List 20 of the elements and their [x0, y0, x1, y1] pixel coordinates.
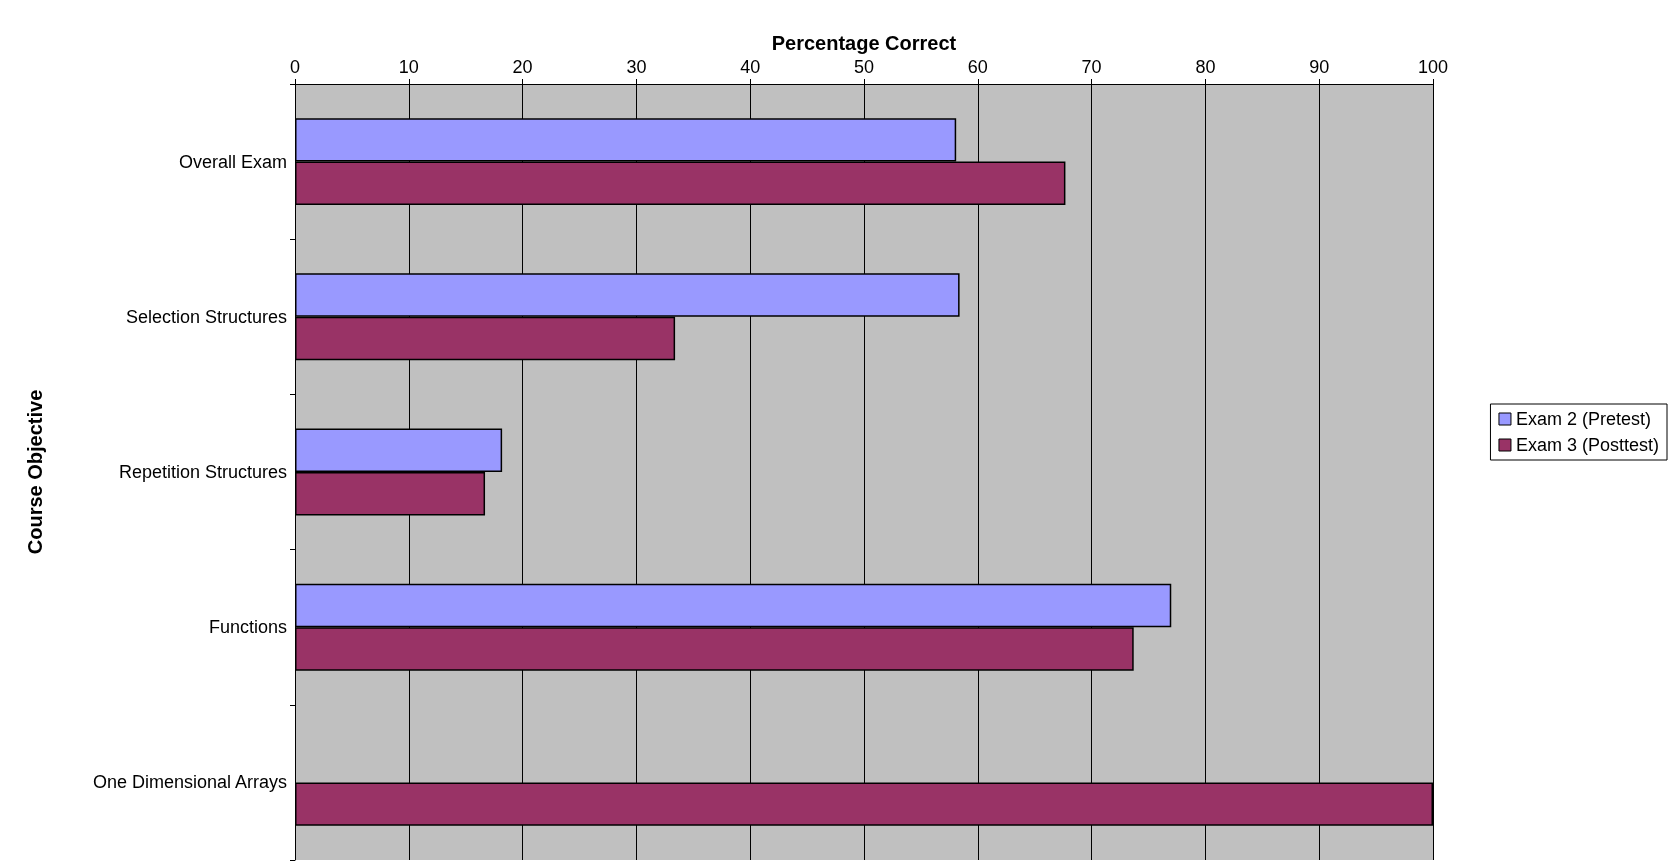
x-tick-label: 10 — [398, 57, 419, 77]
x-tick-label: 60 — [967, 57, 988, 77]
legend-label: Exam 2 (Pretest) — [1515, 409, 1651, 429]
x-tick-label: 0 — [289, 57, 301, 77]
y-tick-label: Selection Structures — [125, 306, 287, 327]
legend-label: Exam 3 (Posttest) — [1515, 435, 1659, 455]
y-tick-label: One Dimensional Arrays — [92, 772, 287, 793]
x-tick-label: 80 — [1195, 57, 1216, 77]
x-tick-label: 100 — [1417, 57, 1449, 77]
x-tick-label: 50 — [853, 57, 875, 77]
x-tick-label: 20 — [512, 57, 533, 77]
y-axis-title: Course Objective — [24, 389, 46, 555]
x-axis-title: Percentage Correct — [771, 32, 957, 55]
y-tick-label: Repetition Structures — [118, 462, 287, 482]
x-tick-label: 30 — [626, 57, 647, 77]
x-tick-label: 70 — [1081, 57, 1102, 77]
y-tick-label: Overall Exam — [178, 151, 287, 172]
x-tick-label: 90 — [1309, 57, 1330, 77]
y-tick-label: Functions — [208, 617, 287, 638]
x-tick-label: 40 — [740, 57, 761, 77]
